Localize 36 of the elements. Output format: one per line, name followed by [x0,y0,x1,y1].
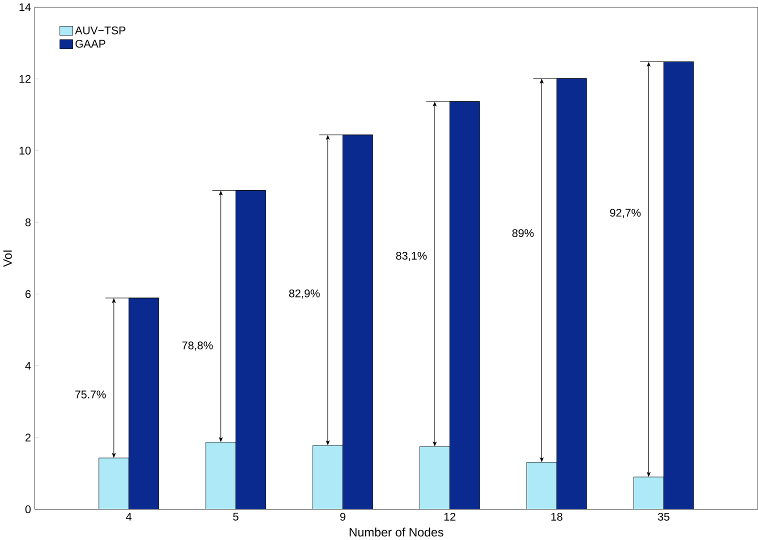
y-tick-label: 10 [20,146,31,155]
x-tick-label: 12 [444,512,456,521]
legend-label: AUV−TSP [74,26,126,34]
bar [420,446,450,510]
bar [634,476,664,510]
y-tick-label: 6 [26,290,31,298]
y-tick-label: 8 [25,218,31,226]
y-axis-title: VoI [3,250,12,267]
annotation: 83,1% [396,252,427,262]
y-tick-label: 12 [20,75,31,83]
legend-label: GAAP [76,40,106,48]
x-axis-title: Number of Nodes [350,528,444,537]
bar [312,445,343,510]
x-tick-label: 9 [340,512,346,521]
bar [236,190,266,510]
bar [663,62,694,510]
x-tick-label: 18 [551,512,562,521]
x-tick-label: 4 [126,512,132,521]
bar [450,101,480,510]
y-tick-label: 0 [25,505,31,514]
bar [98,458,130,510]
annotation: 89% [512,229,534,238]
x-tick-label: 5 [233,512,238,521]
x-tick-label: 35 [658,512,670,521]
annotation: 82,9% [289,290,320,299]
annotation: 78,8% [182,342,213,351]
y-tick-label: 2 [26,434,31,442]
annotation: 75.7% [75,390,106,398]
bar [342,134,373,510]
annotation: 92,7% [610,208,641,218]
y-tick-label: 14 [20,3,31,12]
bar [526,462,557,510]
bar [556,78,587,510]
bar [128,298,159,510]
bar [206,442,236,510]
y-tick-label: 4 [25,362,31,370]
